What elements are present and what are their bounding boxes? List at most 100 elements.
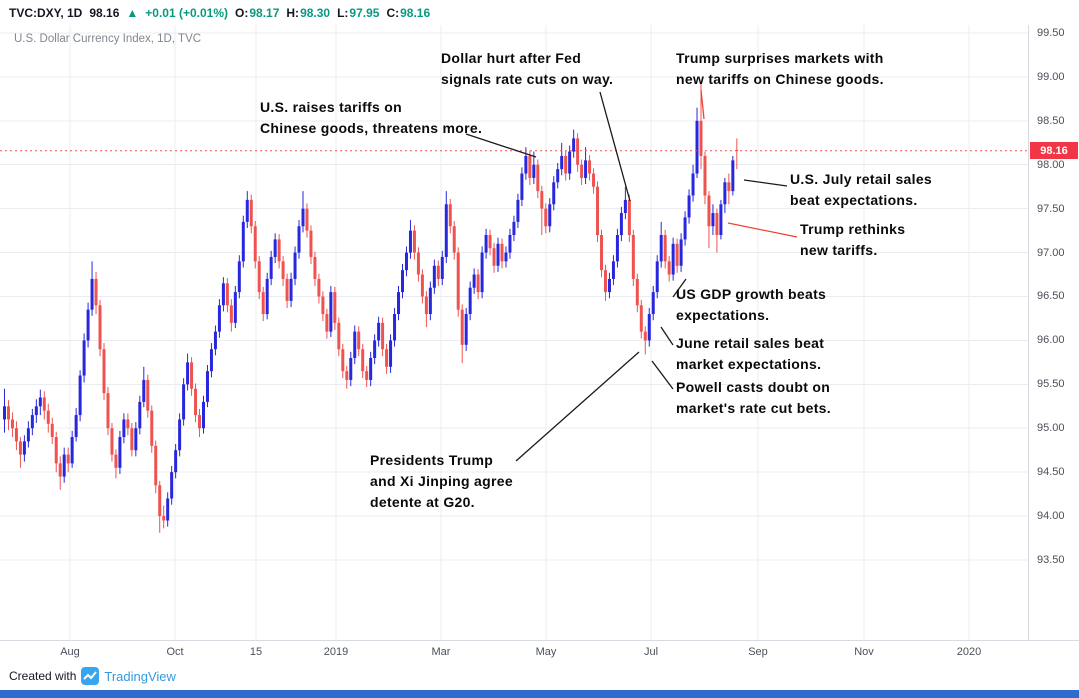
footer: Created with TradingView xyxy=(0,662,1079,690)
candle-body xyxy=(309,230,313,257)
candle-body xyxy=(715,213,719,236)
price-tick-label: 99.50 xyxy=(1037,27,1065,39)
tradingview-link[interactable]: TradingView xyxy=(104,668,176,684)
price-chart[interactable] xyxy=(0,25,1028,640)
candle-body xyxy=(647,314,651,341)
candle-body xyxy=(321,296,325,315)
annotation-leader-line xyxy=(465,133,537,158)
time-tick-label: Mar xyxy=(431,646,451,658)
candle-body xyxy=(221,283,225,306)
price-change: +0.01 (+0.01%) xyxy=(145,5,229,20)
candle-body xyxy=(126,419,130,429)
last-price-value: 98.16 xyxy=(89,5,120,20)
candle-body xyxy=(504,252,508,262)
candle-body xyxy=(468,287,472,315)
candle-body xyxy=(397,292,401,315)
candle-body xyxy=(695,120,699,174)
annotation-leader-line xyxy=(599,91,631,202)
candle-body xyxy=(536,164,540,192)
candle-body xyxy=(146,379,150,411)
candle-body xyxy=(118,437,122,468)
time-tick-label: Sep xyxy=(748,646,768,658)
candle-body xyxy=(611,261,615,279)
candle-body xyxy=(50,423,54,438)
price-tick-label: 94.50 xyxy=(1037,466,1065,479)
candle-body xyxy=(516,199,520,222)
candle-body xyxy=(679,239,683,266)
price-tick-label: 98.00 xyxy=(1037,158,1065,171)
candle-body xyxy=(333,292,337,323)
time-tick-label: Nov xyxy=(854,646,874,658)
candle-body xyxy=(114,454,118,468)
candle-body xyxy=(512,221,516,236)
price-tick-label: 99.00 xyxy=(1037,70,1065,83)
candle-body xyxy=(659,235,663,262)
candle-body xyxy=(588,160,592,174)
candle-body xyxy=(233,292,237,323)
candle-body xyxy=(46,410,50,424)
candle-body xyxy=(619,213,623,236)
candle-body xyxy=(345,371,349,380)
close-value: C: 98.16 xyxy=(386,5,431,20)
candle-body xyxy=(639,305,643,332)
candle-body xyxy=(623,199,627,214)
price-tick-label: 96.00 xyxy=(1037,334,1065,347)
candle-body xyxy=(520,173,524,200)
candle-body xyxy=(261,292,265,315)
candle-body xyxy=(552,182,556,205)
time-tick-label: Aug xyxy=(60,646,80,658)
candle-body xyxy=(592,173,596,187)
candle-body xyxy=(436,265,440,279)
candle-body xyxy=(6,406,10,420)
candle-body xyxy=(78,375,82,416)
candle-body xyxy=(361,349,365,372)
candle-body xyxy=(249,199,253,227)
candle-body xyxy=(329,292,333,332)
candle-body xyxy=(313,256,317,279)
candle-body xyxy=(281,261,285,279)
candle-body xyxy=(424,296,428,315)
time-axis[interactable]: Aug Oct 15 2019 Mar May Jul Sep Nov 2020 xyxy=(0,640,1079,662)
candle-body xyxy=(265,278,269,315)
candle-body xyxy=(508,235,512,253)
symbol-label: TVC:DXY, 1D xyxy=(9,5,83,20)
candle-body xyxy=(615,235,619,262)
candle-body xyxy=(428,287,432,315)
candle-body xyxy=(194,388,198,416)
candle-body xyxy=(484,235,488,253)
candle-body xyxy=(416,252,420,275)
price-axis[interactable]: 99.50 99.00 98.50 98.00 97.50 97.00 96.50 96.00… xyxy=(1028,25,1079,640)
candle-body xyxy=(253,226,257,262)
candle-body xyxy=(635,278,639,306)
candle-body xyxy=(14,428,18,442)
time-tick-label: Oct xyxy=(166,646,184,658)
price-tick-label: 94.00 xyxy=(1037,510,1065,523)
price-tick-label: 95.00 xyxy=(1037,422,1065,435)
candle-body xyxy=(393,314,397,341)
candle-body xyxy=(205,371,209,402)
price-tick-label: 95.50 xyxy=(1037,378,1065,391)
candle-body xyxy=(651,292,655,315)
candle-body xyxy=(293,252,297,279)
candle-body xyxy=(70,437,74,464)
candle-body xyxy=(683,217,687,240)
candle-body xyxy=(170,472,174,499)
candle-body xyxy=(500,243,504,262)
candle-body xyxy=(381,322,385,350)
candle-body xyxy=(420,274,424,297)
price-tick-label: 98.50 xyxy=(1037,114,1065,127)
candle-body xyxy=(213,331,217,350)
price-tick-label: 96.50 xyxy=(1037,290,1065,303)
candle-body xyxy=(524,155,528,174)
candle-body xyxy=(671,243,675,275)
candle-body xyxy=(305,208,309,231)
candle-body xyxy=(528,155,532,178)
candle-body xyxy=(707,195,711,227)
candle-body xyxy=(82,340,86,376)
candle-body xyxy=(3,406,6,420)
candle-body xyxy=(269,256,273,279)
candle-body xyxy=(492,248,496,266)
high-value: H: 98.30 xyxy=(286,5,331,20)
time-tick-label: May xyxy=(535,646,557,658)
